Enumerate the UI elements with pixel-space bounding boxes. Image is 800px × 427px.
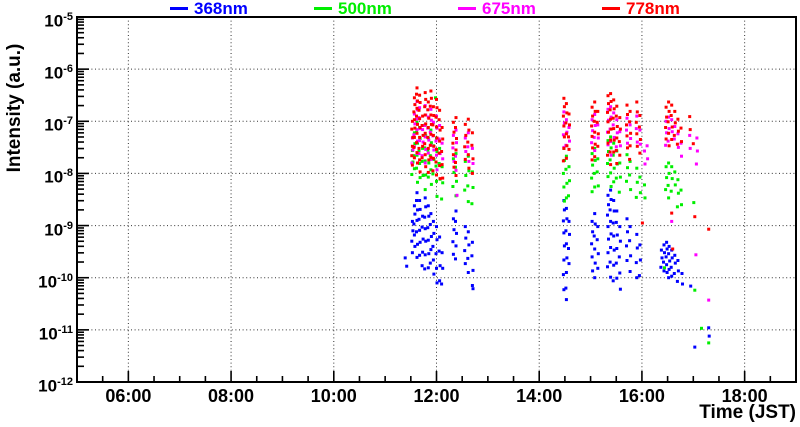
x-tick-label: 08:00 bbox=[208, 386, 255, 406]
legend-marker-icon bbox=[602, 7, 620, 10]
y-tick-label: 10-6 bbox=[44, 63, 73, 83]
legend-item-500nm: 500nm bbox=[314, 0, 392, 18]
x-tick-label: 10:00 bbox=[310, 386, 357, 406]
y-tick-label: 10-5 bbox=[44, 11, 73, 31]
legend-label: 778nm bbox=[626, 0, 680, 18]
legend-marker-icon bbox=[314, 7, 332, 10]
y-tick-label: 10-9 bbox=[44, 219, 73, 240]
x-axis-title: Time (JST) bbox=[699, 402, 796, 423]
x-tick-label: 14:00 bbox=[516, 386, 563, 406]
x-tick-label: 06:00 bbox=[105, 386, 152, 406]
legend-marker-icon bbox=[170, 7, 188, 10]
legend-marker-icon bbox=[458, 7, 476, 10]
y-tick-label: 10-8 bbox=[44, 167, 73, 188]
x-tick-label: 16:00 bbox=[618, 386, 665, 406]
y-tick-label: 10-12 bbox=[38, 376, 73, 396]
legend-item-368nm: 368nm bbox=[170, 0, 248, 18]
legend-label: 675nm bbox=[482, 0, 536, 18]
series-368nm bbox=[403, 188, 711, 349]
chart-legend: 368nm 500nm 675nm 778nm bbox=[0, 0, 800, 18]
legend-label: 368nm bbox=[194, 0, 248, 18]
legend-item-675nm: 675nm bbox=[458, 0, 536, 18]
y-tick-label: 10-10 bbox=[38, 271, 73, 292]
legend-label: 500nm bbox=[338, 0, 392, 18]
x-tick-label: 18:00 bbox=[721, 386, 768, 406]
x-tick-label: 12:00 bbox=[413, 386, 460, 406]
legend-item-778nm: 778nm bbox=[602, 0, 680, 18]
y-tick-label: 10-7 bbox=[44, 115, 73, 135]
series-778nm bbox=[410, 86, 711, 251]
y-tick-label: 10-11 bbox=[38, 323, 73, 344]
